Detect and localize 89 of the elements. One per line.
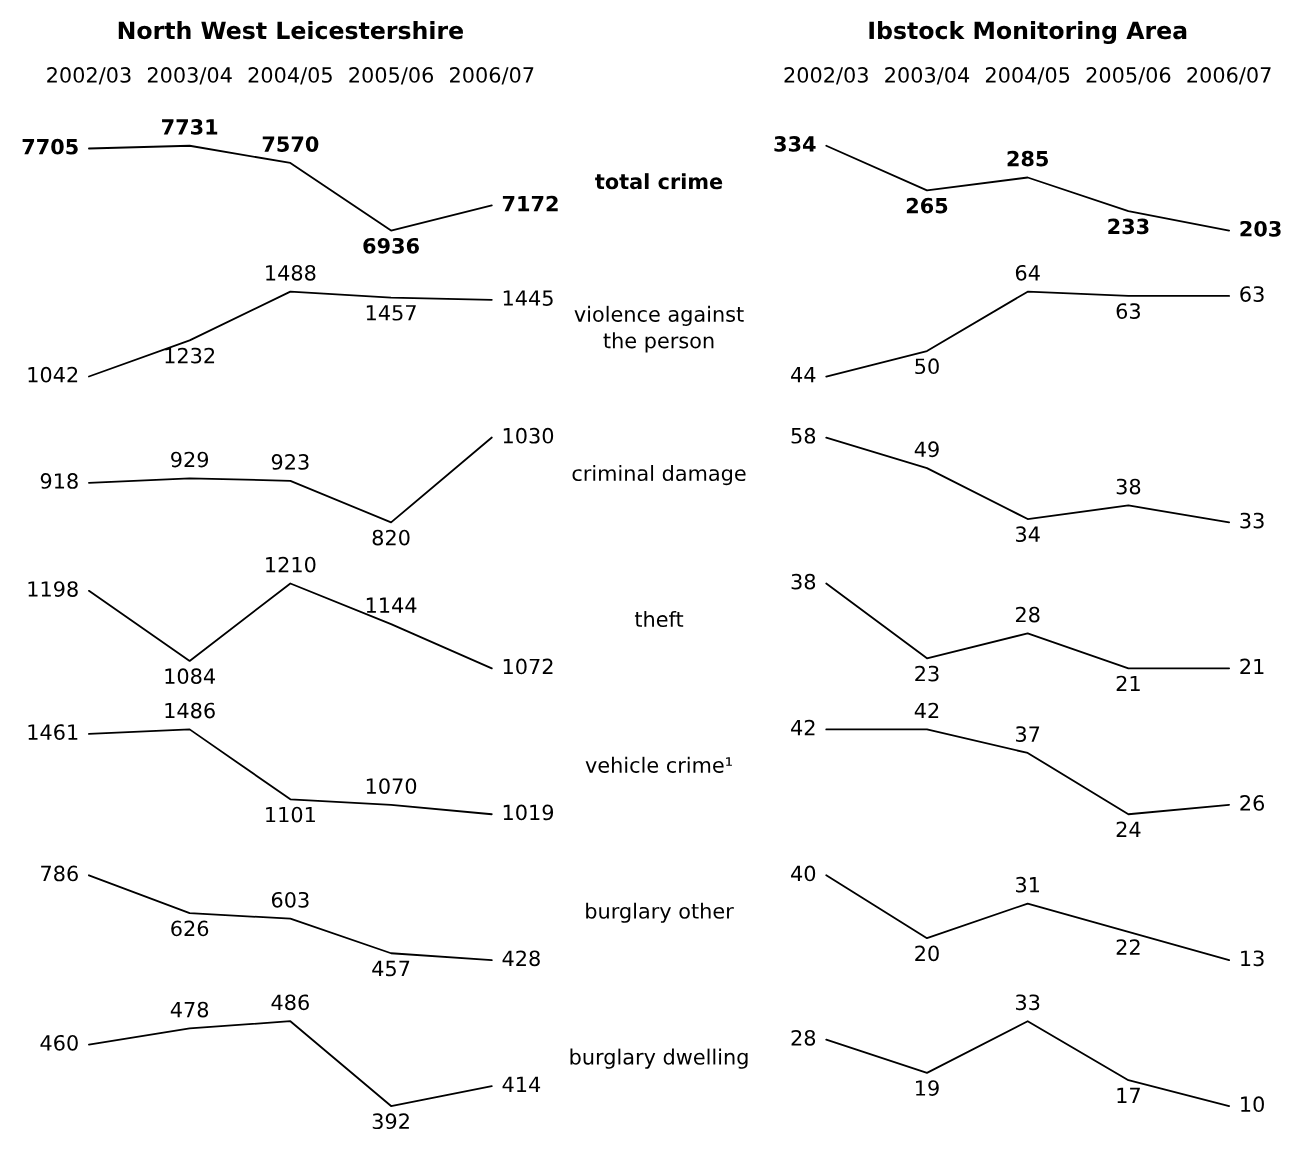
data-label: 233 (1108, 218, 1149, 235)
data-label: 19 (916, 1080, 939, 1096)
data-label: 10 (1241, 1096, 1264, 1113)
data-label: 13 (1241, 950, 1264, 967)
data-label: 37 (1016, 726, 1040, 742)
data-label: 42 (791, 719, 815, 736)
data-label: 1210 (266, 556, 316, 573)
data-label: 22 (1116, 939, 1140, 955)
data-label: 38 (791, 573, 816, 590)
x-tick-label: 2002/03 (784, 67, 868, 85)
data-label: 7172 (502, 195, 558, 212)
data-label: 1070 (366, 778, 417, 794)
data-label: 626 (171, 920, 209, 937)
data-label: 1461 (28, 724, 78, 740)
x-tick-label: 2006/07 (450, 67, 534, 85)
data-label: 1457 (366, 305, 416, 321)
data-label: 33 (1240, 512, 1264, 529)
data-label: 1486 (165, 702, 215, 719)
data-label: 923 (271, 454, 309, 470)
data-label: 21 (1116, 675, 1140, 692)
data-label: 24 (1116, 821, 1141, 838)
data-label: 28 (1015, 606, 1040, 623)
x-tick-label: 2006/07 (1187, 67, 1271, 85)
data-label: 603 (271, 891, 309, 908)
data-label: 34 (1016, 526, 1040, 543)
data-label: 40 (791, 865, 816, 882)
text: criminal damage (572, 464, 746, 486)
data-label: 1084 (165, 668, 215, 685)
data-label: 63 (1116, 303, 1140, 319)
x-tick-label: 2004/05 (985, 67, 1070, 85)
data-label: 26 (1240, 795, 1265, 811)
x-tick-label: 2004/05 (248, 67, 332, 85)
data-label: 1030 (503, 427, 554, 444)
text: vehicle crime¹ (585, 756, 732, 773)
data-label: 1019 (503, 804, 554, 821)
x-tick-label: 2005/06 (349, 67, 434, 85)
data-label: 1198 (28, 581, 78, 597)
data-label: 203 (1240, 220, 1281, 237)
data-label: 929 (171, 451, 209, 468)
data-label: 334 (774, 136, 816, 152)
data-label: 918 (40, 473, 78, 489)
data-label: 20 (915, 945, 939, 962)
data-label: 820 (372, 529, 410, 546)
data-label: 63 (1240, 286, 1264, 302)
x-tick-label: 2005/06 (1086, 67, 1171, 85)
data-label: 23 (915, 665, 939, 682)
text: total crime (595, 173, 723, 190)
data-label: 38 (1116, 478, 1141, 495)
data-label: 21 (1240, 658, 1264, 675)
chart-title: Ibstock Monitoring Area (869, 21, 1187, 45)
data-label: 7731 (162, 119, 218, 135)
data-label: 17 (1117, 1087, 1140, 1103)
data-label: 1072 (503, 658, 553, 675)
data-label: 392 (372, 1113, 409, 1130)
text: burglary other (586, 902, 734, 923)
data-label: 6936 (363, 237, 419, 254)
data-label: 486 (271, 994, 309, 1011)
x-tick-label: 2003/04 (147, 67, 232, 85)
x-tick-label: 2002/03 (47, 67, 131, 85)
data-label: 28 (791, 1029, 816, 1046)
data-label: 1232 (165, 347, 215, 364)
x-tick-label: 2003/04 (885, 67, 970, 85)
data-label: 1488 (266, 264, 316, 281)
data-label: 460 (40, 1034, 78, 1051)
data-label: 58 (791, 427, 816, 444)
data-label: 50 (915, 358, 939, 375)
data-label: 42 (914, 702, 939, 719)
data-label: 7570 (262, 136, 319, 152)
data-label: 265 (906, 197, 948, 214)
chart-title: North West Leicestershire (118, 21, 463, 40)
data-label: 49 (914, 441, 939, 458)
data-label: 1144 (366, 597, 417, 613)
data-label: 414 (502, 1076, 541, 1092)
text: violence against the person (574, 305, 744, 353)
text: theft (634, 610, 684, 628)
data-label: 31 (1016, 876, 1040, 893)
data-label: 1101 (266, 806, 315, 823)
data-label: 428 (502, 950, 540, 967)
data-label: 7705 (22, 138, 78, 155)
text: burglary dwelling (570, 1048, 748, 1069)
data-label: 1445 (503, 290, 553, 306)
data-label: 44 (791, 367, 816, 383)
data-label: 285 (1007, 150, 1048, 167)
data-label: 457 (372, 960, 410, 977)
data-label: 33 (1016, 994, 1040, 1011)
data-label: 478 (170, 1001, 209, 1018)
data-label: 1042 (28, 366, 78, 383)
data-label: 786 (41, 865, 78, 882)
data-label: 64 (1015, 264, 1040, 281)
